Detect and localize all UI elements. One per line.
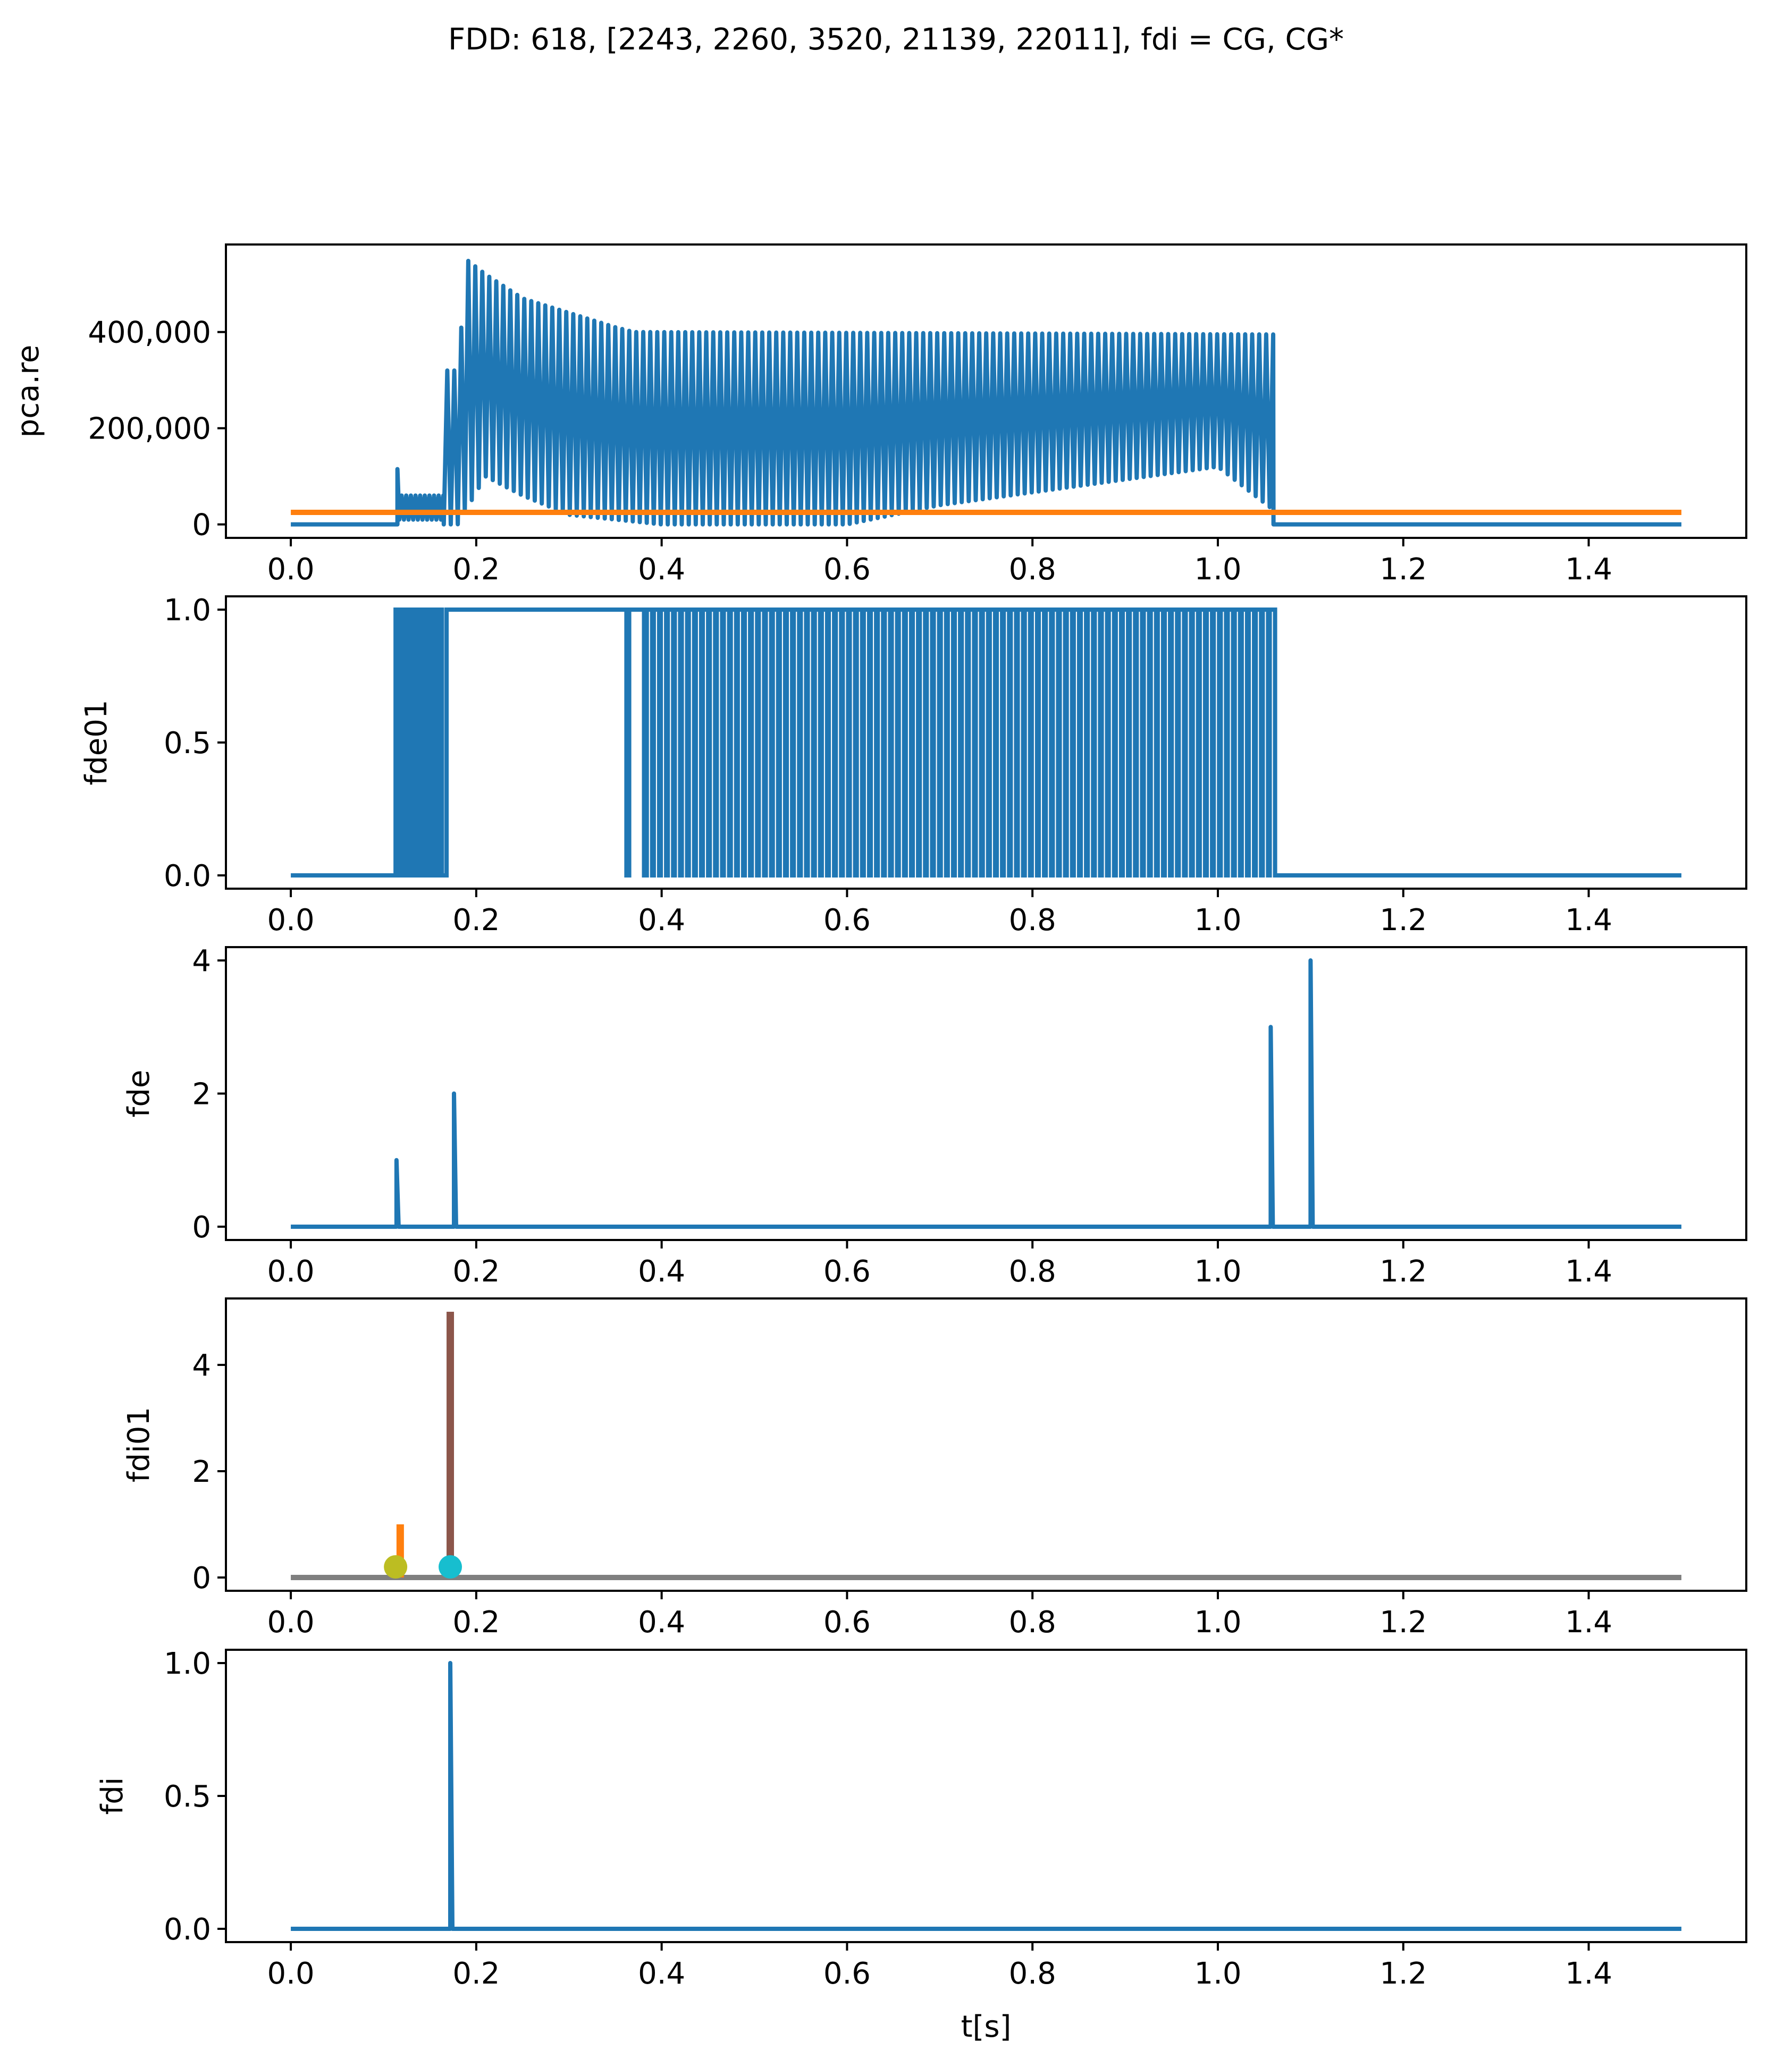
y-tick-label: 0.5 <box>164 1779 211 1814</box>
x-tick-label: 0.6 <box>823 552 871 587</box>
x-tick-label: 0.4 <box>638 552 685 587</box>
y-tick-label: 200,000 <box>88 412 211 446</box>
x-tick-label: 1.2 <box>1379 552 1427 587</box>
x-tick-label: 0.8 <box>1009 1956 1056 1991</box>
x-tick-label: 0.8 <box>1009 903 1056 938</box>
x-tick-label: 0.2 <box>452 1605 500 1640</box>
x-tick-label: 0.2 <box>452 552 500 587</box>
x-tick-label: 0.0 <box>267 1956 315 1991</box>
y-tick-label: 1.0 <box>164 1647 211 1681</box>
y-tick-label: 2 <box>192 1077 211 1112</box>
y-axis-label: fdi <box>95 1777 130 1815</box>
x-axis-label: t[s] <box>961 2010 1012 2044</box>
x-tick-label: 0.6 <box>823 1605 871 1640</box>
x-tick-label: 0.6 <box>823 1956 871 1991</box>
axes-frame <box>225 243 1747 539</box>
series-marker-1 <box>384 1555 408 1579</box>
x-tick-label: 0.4 <box>638 1956 685 1991</box>
series-fde01 <box>291 608 1681 878</box>
x-tick-label: 0.4 <box>638 1254 685 1289</box>
panel-fde: 0.0 0.2 0.4 0.6 0.8 1.0 1.2 1.4 0 2 4 fde <box>122 944 1747 1289</box>
x-tick-label: 0.0 <box>267 1605 315 1640</box>
x-tick-label: 0.0 <box>267 1254 315 1289</box>
panel-fde01: 0.0 0.2 0.4 0.6 0.8 1.0 1.2 1.4 0.0 0.5 1.0 fde01 <box>79 593 1747 938</box>
y-tick-label: 0.5 <box>164 726 211 761</box>
x-tick-label: 0.6 <box>823 1254 871 1289</box>
x-tick-label: 0.2 <box>452 1254 500 1289</box>
data-layer <box>291 1661 1681 1931</box>
y-tick-label: 0 <box>192 1561 211 1596</box>
x-tick-label: 1.0 <box>1194 1254 1241 1289</box>
x-tick-label: 0.4 <box>638 1605 685 1640</box>
x-tick-label: 0.0 <box>267 903 315 938</box>
panel-pca-re: 0.0 0.2 0.4 0.6 0.8 1.0 1.2 1.4 0 200,000 400,000 p… <box>11 243 1747 587</box>
x-tick-label: 1.2 <box>1379 1254 1427 1289</box>
x-tick-label: 1.2 <box>1379 1605 1427 1640</box>
y-tick-label: 0.0 <box>164 859 211 893</box>
y-tick-label: 1.0 <box>164 593 211 628</box>
panel-fdi: 0.0 0.2 0.4 0.6 0.8 1.0 1.2 1.4 0.0 0.5 1.0 fdi t[s] <box>95 1647 1747 2044</box>
series-pca-re <box>291 258 1681 527</box>
x-tick-label: 0.0 <box>267 552 315 587</box>
x-tick-label: 1.2 <box>1379 1956 1427 1991</box>
axes-frame <box>225 1297 1747 1592</box>
x-tick-label: 1.4 <box>1565 1956 1612 1991</box>
x-tick-label: 0.6 <box>823 903 871 938</box>
y-axis-label: fde <box>122 1070 156 1118</box>
x-tick-label: 1.4 <box>1565 1605 1612 1640</box>
y-tick-label: 4 <box>192 1348 211 1383</box>
y-tick-label: 0.0 <box>164 1912 211 1947</box>
x-tick-label: 1.4 <box>1565 1254 1612 1289</box>
x-tick-label: 1.0 <box>1194 903 1241 938</box>
y-tick-label: 0 <box>192 508 211 543</box>
y-axis-label: fdi01 <box>122 1407 156 1482</box>
y-tick-label: 400,000 <box>88 316 211 350</box>
series-marker-2 <box>439 1555 462 1579</box>
x-tick-label: 1.0 <box>1194 552 1241 587</box>
panel-fdi01: 0.0 0.2 0.4 0.6 0.8 1.0 1.2 1.4 0 2 4 fdi01 <box>122 1297 1747 1640</box>
y-tick-label: 2 <box>192 1455 211 1489</box>
series-fde <box>291 958 1681 1229</box>
x-tick-label: 0.8 <box>1009 1605 1056 1640</box>
x-tick-label: 0.2 <box>452 1956 500 1991</box>
figure-title: FDD: 618, [2243, 2260, 3520, 21139, 2201… <box>448 22 1344 57</box>
x-tick-label: 1.4 <box>1565 552 1612 587</box>
x-tick-label: 0.8 <box>1009 552 1056 587</box>
data-layer <box>291 258 1681 527</box>
x-tick-label: 0.8 <box>1009 1254 1056 1289</box>
y-tick-label: 4 <box>192 944 211 978</box>
y-axis-label: pca.re <box>11 345 46 438</box>
x-tick-label: 0.4 <box>638 903 685 938</box>
x-tick-label: 1.4 <box>1565 903 1612 938</box>
data-layer <box>291 1312 1681 1580</box>
data-layer <box>291 608 1681 878</box>
x-tick-label: 1.0 <box>1194 1956 1241 1991</box>
y-tick-label: 0 <box>192 1210 211 1245</box>
y-axis-label: fde01 <box>79 700 114 786</box>
data-layer <box>291 958 1681 1229</box>
x-tick-label: 0.2 <box>452 903 500 938</box>
x-tick-label: 1.0 <box>1194 1605 1241 1640</box>
series-fdi <box>291 1661 1681 1931</box>
x-tick-label: 1.2 <box>1379 903 1427 938</box>
